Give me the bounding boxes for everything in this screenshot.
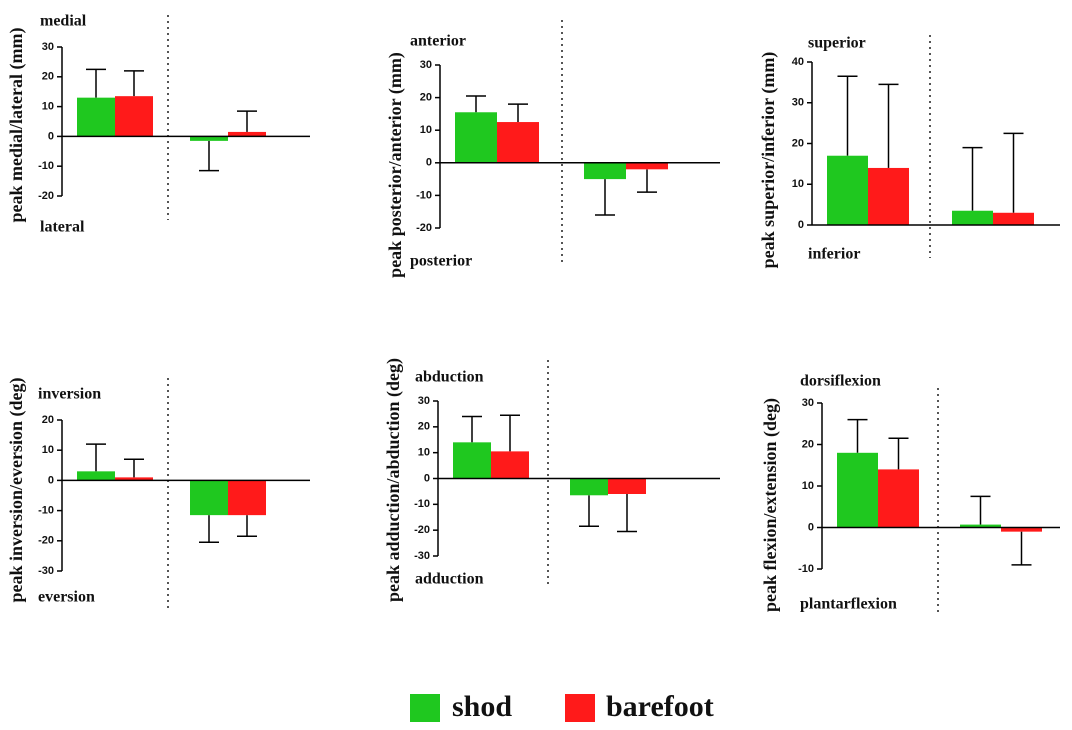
y-tick-label: 20 — [802, 438, 814, 450]
y-tick-label: 10 — [42, 101, 54, 113]
annotation: plantarflexion — [800, 596, 897, 613]
y-tick-label: -20 — [414, 524, 430, 536]
y-tick-label: 10 — [42, 444, 54, 456]
bar — [497, 122, 539, 163]
y-axis-label: peak flexion/extension (deg) — [760, 398, 781, 612]
y-tick-label: 10 — [792, 178, 804, 190]
y-tick-label: 0 — [808, 521, 814, 533]
y-tick-label: 0 — [798, 219, 804, 231]
y-tick-label: 20 — [42, 71, 54, 83]
y-tick-label: 0 — [426, 157, 432, 169]
legend-label: shod — [452, 690, 512, 723]
bar — [453, 442, 491, 479]
bar — [455, 112, 497, 163]
bar — [878, 469, 919, 528]
bar — [960, 524, 1001, 528]
y-axis-label: peak posterior/anterior (mm) — [385, 52, 406, 278]
bar — [626, 162, 668, 170]
bar — [993, 212, 1034, 225]
bar — [608, 478, 646, 494]
bar — [115, 96, 153, 137]
y-axis-label: peak medial/lateral (mm) — [6, 28, 27, 223]
bar — [228, 131, 266, 137]
bar — [190, 136, 228, 141]
y-tick-label: -20 — [416, 222, 432, 234]
legend-swatch — [565, 694, 595, 722]
annotation: dorsiflexion — [800, 373, 881, 390]
y-tick-label: 0 — [48, 130, 54, 142]
annotation: posterior — [410, 253, 472, 270]
bar — [570, 478, 608, 496]
bar — [868, 167, 909, 225]
bar — [827, 155, 868, 225]
y-tick-label: 30 — [42, 41, 54, 53]
y-tick-label: -10 — [38, 505, 54, 517]
annotation: inversion — [38, 386, 101, 403]
annotation: medial — [40, 13, 87, 30]
y-axis-label: peak adduction/abduction (deg) — [383, 358, 404, 602]
annotation: anterior — [410, 33, 466, 50]
annotation: abduction — [415, 369, 484, 386]
y-tick-label: 30 — [420, 59, 432, 71]
bar — [837, 452, 878, 528]
y-tick-label: 20 — [42, 414, 54, 426]
bar — [1001, 527, 1042, 532]
y-tick-label: -30 — [38, 565, 54, 577]
y-tick-label: 20 — [420, 92, 432, 104]
y-tick-label: 20 — [418, 421, 430, 433]
y-tick-label: 10 — [418, 447, 430, 459]
bar — [228, 480, 266, 516]
bar — [77, 97, 115, 137]
bar — [491, 451, 529, 479]
y-tick-label: 30 — [418, 395, 430, 407]
y-tick-label: 10 — [802, 480, 814, 492]
legend-label: barefoot — [606, 690, 714, 723]
annotation: adduction — [415, 571, 484, 588]
bar — [952, 210, 993, 225]
bar — [77, 471, 115, 481]
annotation: inferior — [808, 246, 860, 263]
y-tick-label: 40 — [792, 56, 804, 68]
legend-swatch — [410, 694, 440, 722]
y-tick-label: -30 — [414, 550, 430, 562]
annotation: lateral — [40, 219, 85, 236]
annotation: eversion — [38, 589, 95, 606]
bar — [584, 162, 626, 180]
y-tick-label: -20 — [38, 190, 54, 202]
y-tick-label: 0 — [424, 472, 430, 484]
y-tick-label: 20 — [792, 137, 804, 149]
y-tick-label: -10 — [798, 563, 814, 575]
y-tick-label: -10 — [414, 498, 430, 510]
y-tick-label: 0 — [48, 474, 54, 486]
annotation: superior — [808, 35, 866, 52]
y-tick-label: 10 — [420, 124, 432, 136]
y-tick-label: -10 — [416, 189, 432, 201]
bar — [190, 480, 228, 516]
y-tick-label: 30 — [802, 397, 814, 409]
y-tick-label: 30 — [792, 97, 804, 109]
bar — [115, 477, 153, 481]
y-tick-label: -10 — [38, 160, 54, 172]
y-tick-label: -20 — [38, 535, 54, 547]
y-axis-label: peak superior/inferior (mm) — [758, 52, 779, 269]
y-axis-label: peak inversion/eversion (deg) — [6, 378, 27, 603]
